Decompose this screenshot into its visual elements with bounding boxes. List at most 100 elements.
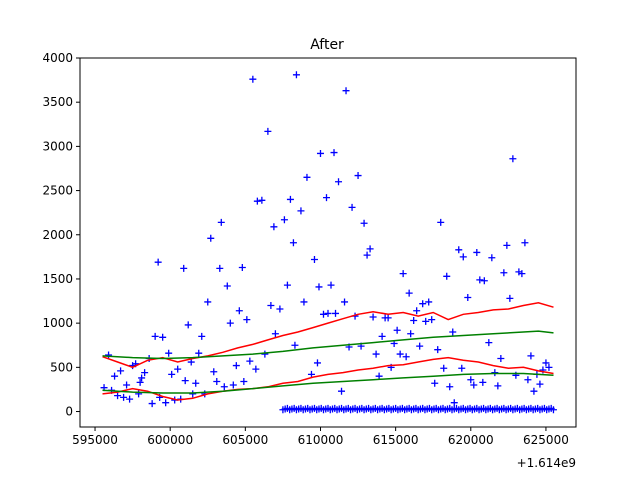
scatter-point [437,218,445,226]
scatter-point [449,328,457,336]
scatter-point [369,313,377,321]
scatter-point [264,127,272,135]
scatter-point [217,218,225,226]
scatter-point [479,378,487,386]
scatter-point [307,370,315,378]
scatter-point [280,216,288,224]
scatter-point [393,326,401,334]
y-tick-label: 0 [65,405,73,419]
series-line-lower [102,356,554,401]
scatter-point [135,390,143,398]
scatter-point [518,270,526,278]
y-axis: 0 500 1000 1500 2000 2500 3000 3500 4000 [42,51,80,419]
scatter-point [286,195,294,203]
scatter-point [235,307,243,315]
scatter-point [366,245,374,253]
scatter-point [488,254,496,262]
scatter-point [300,298,308,306]
scatter-point [181,377,189,385]
scatter-point [407,330,415,338]
scatter-point [467,376,475,384]
scatter-point [174,365,182,373]
scatter-point [105,351,113,359]
y-tick-label: 500 [50,360,73,374]
scatter-point [464,294,472,302]
scatter-point [226,319,234,327]
y-tick-label: 2500 [42,184,73,198]
x-tick-label: 620000 [448,433,494,447]
scatter-point [419,300,427,308]
scatter-point [431,379,439,387]
scatter-point [500,269,508,277]
scatter-point [545,363,553,371]
scatter-point [249,75,257,83]
series-line-lower-trend [102,372,554,394]
scatter-point [189,390,197,398]
series-line-upper-trend [102,330,554,360]
scatter-point [232,362,240,370]
scatter-point [180,264,188,272]
scatter-point [283,281,291,289]
scatter-point [159,333,167,341]
scatter-point [416,342,424,350]
y-tick-label: 1000 [42,316,73,330]
scatter-point [506,294,514,302]
x-tick-label: 605000 [222,433,268,447]
scatter-point [327,281,335,289]
scatter-point [291,341,299,349]
plot-frame [79,57,577,428]
scatter-point [509,155,517,163]
scatter-point [253,197,261,205]
scatter-point [229,381,237,389]
scatter-point [168,370,176,378]
scatter-point [335,178,343,186]
scatter-point [491,369,499,377]
scatter-point [434,346,442,354]
scatter-point [187,358,195,366]
scatter-point [413,307,421,315]
scatter-point [341,298,349,306]
scatter-point [497,355,505,363]
scatter-point [136,378,144,386]
scatter-point [536,380,544,388]
scatter-point [195,349,203,357]
scatter-point [223,282,231,290]
scatter-point [485,339,493,347]
x-offset-label: +1.614e9 [517,456,576,470]
scatter-point [148,400,156,408]
scatter-point [310,256,318,264]
scatter-point [297,207,305,215]
scatter-point [473,248,481,256]
scatter-point [425,298,433,306]
scatter-point [324,309,332,317]
scatter-point [270,223,278,231]
y-tick-label: 1500 [42,272,73,286]
x-tick-label: 625000 [523,433,569,447]
scatter-point [542,359,550,367]
scatter-point [267,301,275,309]
scatter-point [165,349,173,357]
scatter-point [348,203,356,211]
y-tick-label: 3500 [42,95,73,109]
scatter-point [292,71,300,79]
scatter-point [261,350,269,358]
scatter-point [375,372,383,380]
scatter-point [342,87,350,95]
scatter-point [271,330,279,338]
scatter-point [210,368,218,376]
scatter-point [446,383,454,391]
scatter-point [455,246,463,254]
plot-area [100,71,557,414]
y-tick-label: 2000 [42,228,73,242]
scatter-point [240,377,248,385]
scatter-point [319,310,327,318]
scatter-point [258,196,266,204]
scatter-point [458,364,466,372]
scatter-point [378,332,386,340]
scatter-point [470,381,478,389]
scatter-point [117,367,125,375]
scatter-point [246,357,254,365]
scatter-point [503,241,511,249]
scatter-point [521,239,529,247]
